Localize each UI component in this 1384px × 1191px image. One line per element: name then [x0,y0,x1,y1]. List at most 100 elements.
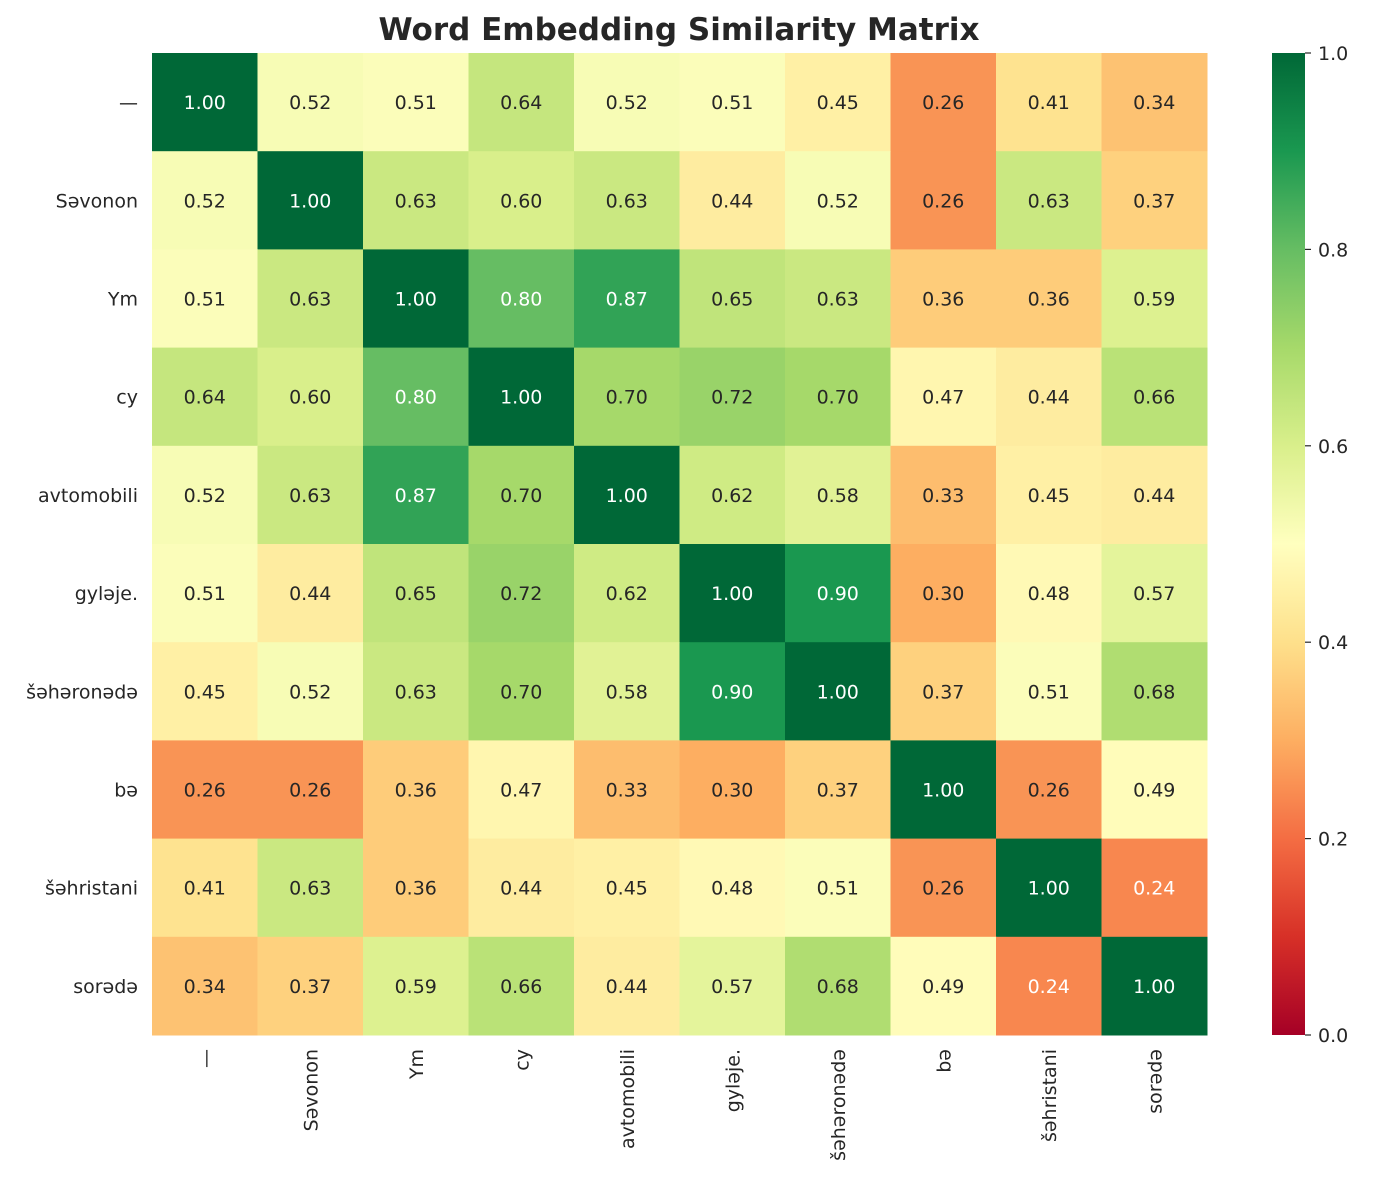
heatmap-cell [679,642,786,741]
colorbar-tick-label: 0.0 [1318,1025,1348,1047]
cell-value-label: 0.80 [395,387,437,409]
heatmap-cell [257,151,364,250]
heatmap-cell [1101,53,1208,152]
cell-value-label: 0.72 [500,583,542,605]
heatmap-cell [257,838,364,938]
cell-value-label: 1.00 [711,583,753,605]
y-tick-label: Ym [107,289,138,311]
heatmap-cell [1101,936,1208,1036]
cell-value-label: 1.00 [184,92,226,114]
cell-value-label: 0.30 [922,583,964,605]
cell-value-label: 1.00 [500,387,542,409]
cell-value-label: 0.59 [395,976,437,998]
cell-value-label: 0.26 [1028,780,1070,802]
heatmap-cell [785,642,891,741]
heatmap-cell [1101,151,1208,250]
x-tick-label: cy [511,1049,533,1071]
heatmap-cell [468,838,575,938]
cell-value-label: 0.63 [1028,190,1070,212]
y-tick-label: cy [116,387,138,409]
cell-value-label: 1.00 [606,485,648,507]
cell-value-label: 0.51 [184,289,226,311]
cell-value-label: 0.45 [1028,485,1070,507]
cell-value-label: 0.72 [711,387,753,409]
heatmap-cell [468,936,575,1036]
heatmap-cell [679,838,786,938]
heatmap-cell [363,249,469,349]
heatmap-cell [679,249,786,349]
heatmap-cell [1101,838,1208,938]
cell-value-label: 0.62 [606,583,648,605]
heatmap-cell [679,445,786,545]
cell-value-label: 0.63 [289,485,331,507]
heatmap-cell [152,642,258,741]
heatmap-cell [785,740,891,840]
heatmap-cell [785,249,891,349]
heatmap-cell [1101,249,1208,349]
heatmap-cell [890,151,997,250]
y-tick-label: bə [114,780,138,802]
heatmap-cell [574,151,680,250]
cell-value-label: 0.87 [395,485,437,507]
heatmap-cell [996,151,1102,250]
cell-value-label: 1.00 [395,289,437,311]
heatmap-cell [679,53,786,152]
cell-value-label: 0.26 [922,190,964,212]
heatmap-cell [1101,347,1208,447]
cell-value-label: 0.24 [1028,976,1070,998]
heatmap-cell [257,544,364,643]
heatmap-cell [785,544,891,643]
cell-value-label: 0.36 [395,780,437,802]
cell-value-label: 0.70 [817,387,859,409]
x-tick-label: šəhəronədə [828,1049,850,1161]
cell-value-label: 0.60 [289,387,331,409]
heatmap-cell [785,53,891,152]
x-tick-label: bə [933,1049,955,1073]
heatmap-cell [996,249,1102,349]
cell-value-label: 0.44 [289,583,331,605]
heatmap-cell [363,936,469,1036]
cell-value-label: 0.44 [500,878,542,900]
cell-value-label: 0.51 [711,92,753,114]
heatmap-cell [996,936,1102,1036]
cell-value-label: 0.68 [1133,681,1175,703]
heatmap-cell [1101,544,1208,643]
cell-value-label: 0.51 [184,583,226,605]
x-tick-label: — [195,1049,217,1068]
cell-value-label: 0.44 [606,976,648,998]
heatmap-cell [785,936,891,1036]
cell-value-label: 0.66 [500,976,542,998]
heatmap-cell [468,642,575,741]
cell-value-label: 0.34 [1133,92,1175,114]
heatmap-cell [574,642,680,741]
heatmap-cell [257,936,364,1036]
heatmap-cell [152,740,258,840]
heatmap-cell [890,347,997,447]
heatmap-cell [152,151,258,250]
cell-value-label: 0.58 [606,681,648,703]
heatmap-cell [996,740,1102,840]
heatmap-cell [257,740,364,840]
cell-value-label: 1.00 [1028,878,1070,900]
heatmap-cell [152,445,258,545]
heatmap-cell [996,544,1102,643]
cell-value-label: 1.00 [922,780,964,802]
cell-value-label: 0.57 [1133,583,1175,605]
cell-value-label: 1.00 [289,190,331,212]
cell-value-label: 0.41 [1028,92,1070,114]
cell-value-label: 0.80 [500,289,542,311]
heatmap-cell [257,445,364,545]
heatmap-cell [679,740,786,840]
cell-value-label: 0.64 [500,92,542,114]
heatmap-cell [363,642,469,741]
heatmap-cell [996,445,1102,545]
heatmap-cell [363,838,469,938]
cell-value-label: 0.26 [922,878,964,900]
x-tick-label: Ym [406,1049,428,1080]
cell-value-label: 0.70 [500,485,542,507]
cell-value-label: 0.33 [606,780,648,802]
cell-value-label: 0.63 [606,190,648,212]
cell-value-label: 0.63 [395,190,437,212]
cell-value-label: 0.60 [500,190,542,212]
